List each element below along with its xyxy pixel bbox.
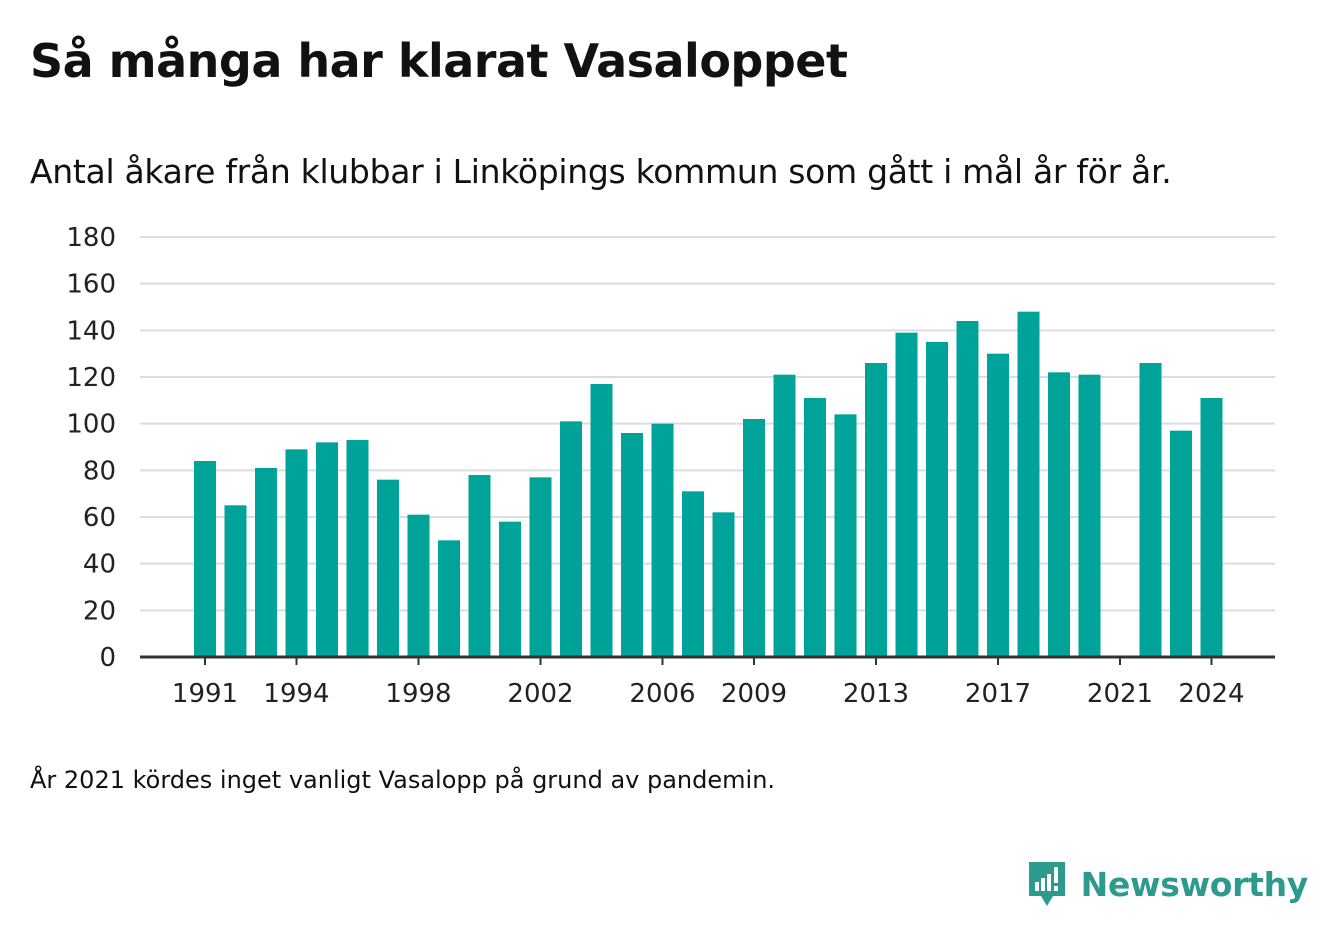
bar-2015 xyxy=(926,342,948,657)
bar-2020 xyxy=(1078,374,1101,657)
x-tick-label: 1994 xyxy=(263,679,329,709)
y-tick-label: 180 xyxy=(66,223,116,253)
bar-2011 xyxy=(804,398,826,657)
x-tick-label: 2021 xyxy=(1087,679,1153,709)
x-tick-label: 2013 xyxy=(843,679,909,709)
bar-1996 xyxy=(346,440,369,657)
y-tick-label: 160 xyxy=(66,270,116,300)
x-tick-label: 2002 xyxy=(507,679,573,709)
y-axis-ticks: 0 20 40 60 80 100 120 140 160 180 xyxy=(66,223,116,673)
bar-2007 xyxy=(682,491,704,657)
x-axis: 1991 1994 1998 2002 2006 2009 2013 2017 2021 2024 xyxy=(140,655,1275,709)
x-tick-label: 1991 xyxy=(172,679,238,709)
bar-2004 xyxy=(590,384,613,657)
bar-1992 xyxy=(224,505,247,657)
chart-title: Så många har klarat Vasaloppet xyxy=(30,34,848,88)
footnote: År 2021 kördes inget vanligt Vasalopp på… xyxy=(30,766,776,794)
bar-2001 xyxy=(499,521,521,657)
bar-1999 xyxy=(438,540,460,657)
bar-2024 xyxy=(1200,398,1223,657)
bar-2003 xyxy=(560,421,582,657)
x-tick-label: 2024 xyxy=(1178,679,1244,709)
bar-1994 xyxy=(285,449,308,657)
bar-2023 xyxy=(1170,430,1192,657)
y-tick-label: 60 xyxy=(83,503,116,533)
bar-2009 xyxy=(743,419,765,657)
bar-2000 xyxy=(468,475,491,657)
bar-2022 xyxy=(1139,363,1162,657)
bar-2017 xyxy=(987,353,1009,657)
bars xyxy=(194,311,1223,657)
y-tick-label: 20 xyxy=(83,596,116,626)
x-tick-label: 2009 xyxy=(721,679,787,709)
bar-2002 xyxy=(529,477,552,657)
bar-1991 xyxy=(194,461,216,657)
bar-2018 xyxy=(1017,311,1040,657)
bar-2014 xyxy=(895,332,918,657)
bar-2013 xyxy=(865,363,887,657)
bar-2016 xyxy=(956,321,979,657)
brand-name: Newsworthy xyxy=(1080,864,1309,904)
bar-1998 xyxy=(407,514,430,657)
x-tick-label: 2006 xyxy=(629,679,695,709)
bar-1993 xyxy=(255,468,277,657)
y-tick-label: 120 xyxy=(66,363,116,393)
bar-2010 xyxy=(773,374,796,657)
grid-lines xyxy=(140,236,1275,612)
bar-2008 xyxy=(712,512,735,657)
y-tick-label: 100 xyxy=(66,410,116,440)
x-tick-label: 1998 xyxy=(385,679,451,709)
bar-2012 xyxy=(834,414,857,657)
y-tick-label: 80 xyxy=(83,456,116,486)
bar-2006 xyxy=(651,423,674,657)
y-tick-label: 40 xyxy=(83,550,116,580)
bar-2005 xyxy=(621,433,643,657)
bar-1995 xyxy=(316,442,338,657)
bar-2019 xyxy=(1048,372,1070,657)
bar-1997 xyxy=(377,479,399,657)
newsworthy-chart-bubble-icon xyxy=(1028,862,1065,906)
y-tick-label: 140 xyxy=(66,316,116,346)
x-tick-label: 2017 xyxy=(965,679,1031,709)
bar-chart: 0 20 40 60 80 100 120 140 160 180 1991 1994 1998 200… xyxy=(66,223,1275,709)
chart-subtitle: Antal åkare från klubbar i Linköpings ko… xyxy=(30,152,1172,191)
brand-logo: Newsworthy xyxy=(1027,860,1308,908)
y-tick-label: 0 xyxy=(99,643,116,673)
